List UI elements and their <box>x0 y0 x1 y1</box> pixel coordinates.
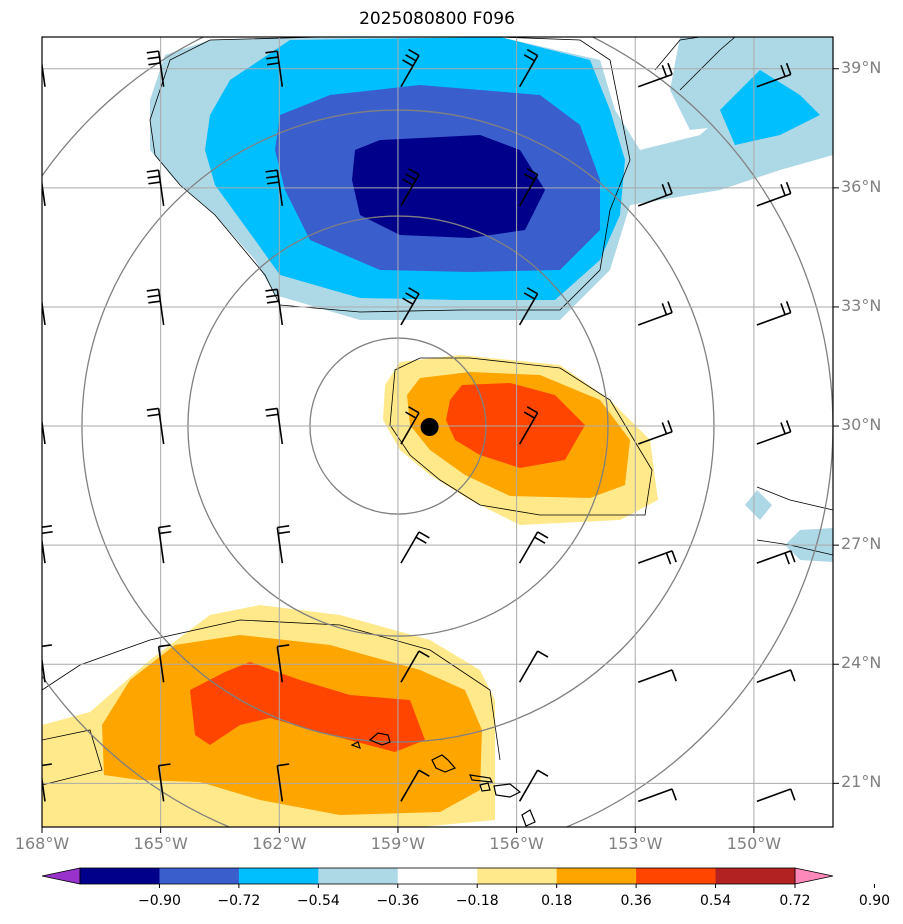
colorbar-segment <box>159 868 240 884</box>
lat-tick-label: 24°N <box>841 653 882 673</box>
lat-tick-label: 39°N <box>841 57 882 77</box>
colorbar-tick-label: −0.54 <box>296 893 340 909</box>
wind-barb <box>400 769 430 802</box>
wind-barb <box>518 650 549 683</box>
colorbar-segment <box>715 868 796 884</box>
contour-fill-neg-072 <box>352 135 545 238</box>
wind-barb <box>518 531 549 564</box>
lon-tick-label: 162°W <box>252 834 307 853</box>
lon-tick-label: 150°W <box>726 834 782 853</box>
wind-barb <box>400 287 420 326</box>
contour-fill-pos-036-south <box>102 635 482 815</box>
wind-barb <box>756 181 792 207</box>
wind-barb <box>637 550 677 565</box>
wind-barb <box>518 287 539 326</box>
chart-title: 2025080800 F096 <box>359 9 515 29</box>
contour-fill-neg-036-east <box>720 70 820 145</box>
wind-barb <box>637 62 673 88</box>
wind-barb <box>637 181 673 207</box>
storm-center-marker <box>420 418 439 436</box>
contour-lines <box>42 37 833 786</box>
wind-barb <box>276 525 291 564</box>
grid-lines <box>41 37 839 833</box>
colorbar-extend-high <box>794 867 834 885</box>
filled-contours <box>42 37 833 827</box>
colorbar-tick-label: 0.36 <box>620 893 652 909</box>
colorbar-segment <box>636 868 717 884</box>
colorbar-tick-label: 0.90 <box>858 893 891 909</box>
colorbar-segment <box>238 868 319 884</box>
wind-barb <box>637 420 673 445</box>
map-frame <box>41 36 834 828</box>
colorbar-tick-label: 0.72 <box>779 893 811 909</box>
wind-barb <box>637 669 677 683</box>
colorbar-tick-label: −0.72 <box>217 893 261 909</box>
lon-tick-label: 153°W <box>608 834 663 853</box>
lat-tick-label: 30°N <box>841 415 882 435</box>
colorbar-tick-label: 0.54 <box>699 893 732 909</box>
colorbar-segment <box>318 868 399 884</box>
wind-barb <box>637 301 673 326</box>
wind-barb <box>146 169 165 206</box>
wind-barb <box>276 644 290 683</box>
lon-tick-label: 156°W <box>489 834 544 853</box>
wind-barb <box>756 301 792 326</box>
wind-barb <box>157 763 171 802</box>
colorbar-segment <box>80 868 160 884</box>
colorbar-tick-label: −0.36 <box>376 893 420 909</box>
lat-tick-label: 27°N <box>841 534 882 554</box>
colorbar-tick-label: −0.18 <box>455 893 499 909</box>
colorbar-segment <box>556 868 637 884</box>
colorbar <box>41 867 875 888</box>
colorbar-segment <box>397 868 478 884</box>
wind-barb <box>157 644 171 683</box>
wind-barb <box>400 167 420 207</box>
wind-barb <box>265 50 284 87</box>
wind-barb <box>146 288 165 326</box>
lat-tick-label: 36°N <box>841 176 882 196</box>
contour-fill-pos-054 <box>446 383 585 468</box>
wind-barb <box>400 650 430 683</box>
colorbar-tick-label: −0.90 <box>137 893 181 909</box>
colorbar-segment <box>477 868 558 884</box>
wind-barbs <box>42 48 796 803</box>
wind-barb <box>637 788 677 803</box>
lon-tick-label: 168°W <box>14 834 70 853</box>
colorbar-extend-low <box>41 867 81 885</box>
lat-tick-label: 33°N <box>841 295 882 315</box>
wind-barb <box>518 48 539 88</box>
wind-barb <box>157 525 172 564</box>
wind-barb <box>265 407 284 445</box>
wind-barb <box>276 763 290 802</box>
wind-barb <box>400 531 430 564</box>
wind-barb <box>265 288 284 326</box>
contour-fill-pos-054-south <box>190 662 425 752</box>
wind-barb <box>146 50 165 87</box>
wind-barb <box>518 167 539 207</box>
lon-tick-label: 159°W <box>370 834 426 853</box>
wind-barb <box>756 550 796 565</box>
wind-barb <box>400 48 420 88</box>
contour-fill-neg-018-small <box>745 490 772 520</box>
colorbar-tick-label: 0.18 <box>541 893 573 909</box>
wind-barb <box>756 669 796 683</box>
wind-barb <box>518 769 549 802</box>
hawaii-islands <box>350 732 536 827</box>
wind-barb <box>400 406 420 445</box>
wind-barb <box>756 788 796 803</box>
wind-barb <box>756 420 792 445</box>
lat-tick-label: 21°N <box>841 772 882 792</box>
wind-barb <box>146 407 165 445</box>
colorbar-border <box>79 867 796 885</box>
wind-barb <box>518 406 539 445</box>
wind-barb <box>265 169 284 206</box>
lon-tick-label: 165°W <box>133 834 188 853</box>
wind-barb <box>756 62 792 88</box>
